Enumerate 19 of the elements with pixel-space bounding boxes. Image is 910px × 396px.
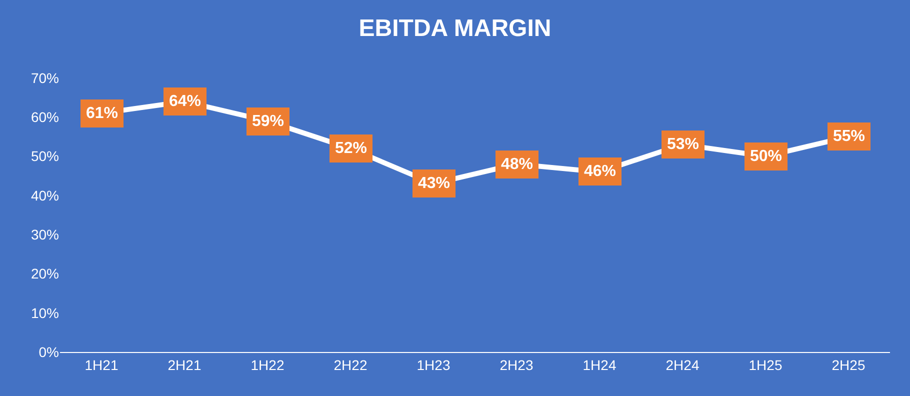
y-tick-label: 10% [30,304,59,321]
y-tick-label: 0% [38,344,59,360]
x-tick-label: 1H25 [748,356,782,373]
x-tick-label: 1H24 [582,356,616,373]
y-tick-label: 40% [30,187,59,204]
x-tick-label: 2H22 [334,356,368,373]
x-tick-label: 1H22 [250,356,284,373]
chart-title: EBITDA MARGIN [358,15,552,42]
x-tick-label: 1H23 [416,356,450,373]
y-tick-label: 50% [30,148,59,164]
x-tick-label: 2H21 [168,356,202,373]
y-tick-label: 30% [30,226,59,242]
x-tick-label: 2H24 [666,356,700,373]
x-tick-label: 1H21 [84,356,118,373]
y-tick-label: 60% [30,109,59,126]
y-tick-label: 20% [30,266,59,282]
x-tick-label: 2H23 [500,356,534,373]
x-tick-label: 2H25 [832,356,866,373]
y-tick-label: 70% [30,70,59,86]
